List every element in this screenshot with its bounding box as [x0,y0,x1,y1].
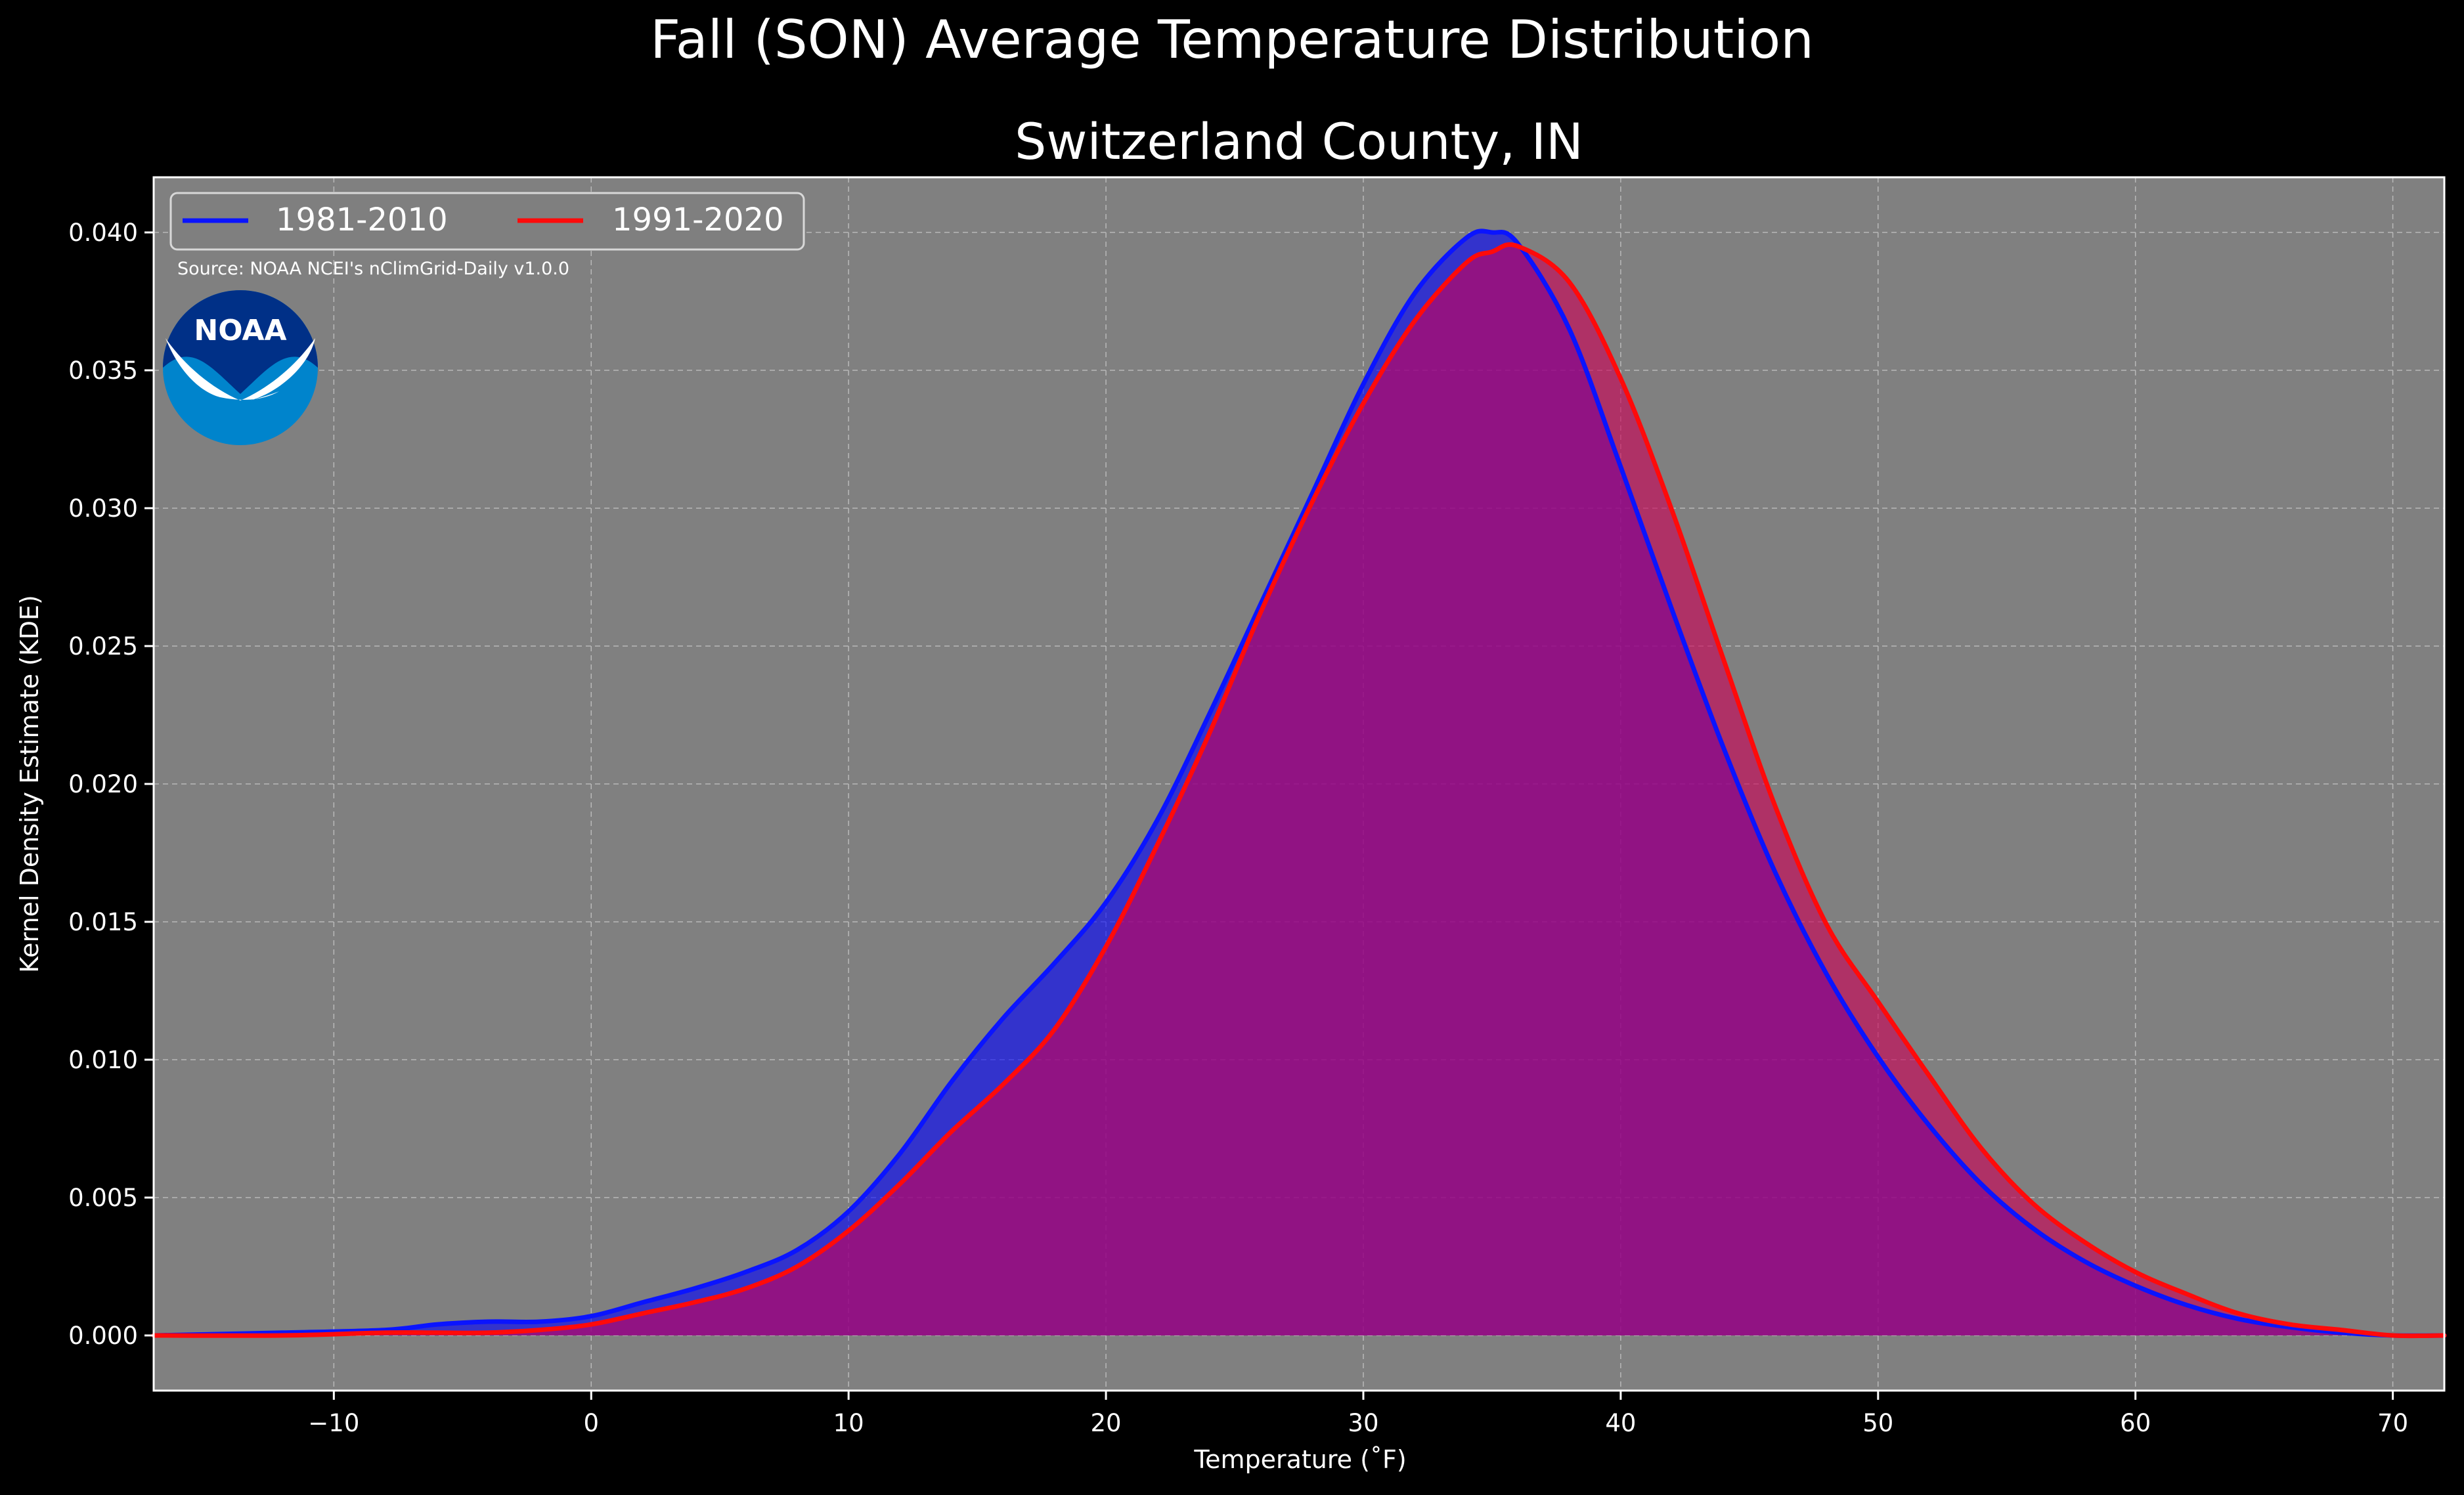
chart-title: Switzerland County, IN [1015,112,1583,171]
y-tick-label: 0.000 [68,1322,138,1350]
y-tick-label: 0.025 [68,632,138,661]
x-tick-label: 30 [1348,1409,1378,1437]
x-tick-label: 20 [1091,1409,1122,1437]
y-tick-label: 0.030 [68,494,138,523]
figure-suptitle: Fall (SON) Average Temperature Distribut… [650,9,1814,70]
y-tick-label: 0.040 [68,219,138,247]
x-tick-label: 60 [2120,1409,2151,1437]
noaa-logo-gull [165,338,315,401]
x-tick-label: 70 [2377,1409,2408,1437]
plot-area [151,176,2447,1392]
series-fills [154,230,2444,1336]
series-lines [151,228,2447,1339]
x-tick-label: 40 [1605,1409,1636,1437]
y-axis-ticks: 0.000 0.005 0.010 0.015 0.020 0.025 0.030 0.035… [68,219,154,1350]
y-tick-label: 0.035 [68,357,138,385]
source-note: Source: NOAA NCEI's nClimGrid-Daily v1.0… [177,259,569,279]
series-line-1991-2020 [151,242,2447,1339]
y-tick-label: 0.020 [68,770,138,798]
legend-label-1981-2010: 1981-2010 [276,202,448,238]
legend-box [169,192,805,251]
y-tick-label: 0.010 [68,1046,138,1074]
x-tick-label: −10 [308,1409,359,1437]
x-tick-label: 0 [583,1409,599,1437]
legend-label-1991-2020: 1991-2020 [612,202,784,238]
area-fill-1991-2020 [154,244,2444,1336]
y-tick-label: 0.005 [68,1184,138,1212]
x-tick-label: 50 [1862,1409,1893,1437]
x-axis-label: Temperature (˚F) [1193,1445,1406,1474]
y-tick-label: 0.015 [68,908,138,936]
y-axis-label: Kernel Density Estimate (KDE) [15,595,44,973]
noaa-logo-text: NOAA [194,314,286,347]
series-line-1981-2010 [151,228,2447,1338]
x-axis-ticks: −10 0 10 20 30 40 50 60 70 [308,1391,2408,1437]
noaa-logo: NOAA [163,290,318,445]
legend: 1981-2010 1991-2020 [169,192,805,251]
x-tick-label: 10 [833,1409,864,1437]
noaa-logo-upper [163,290,318,394]
